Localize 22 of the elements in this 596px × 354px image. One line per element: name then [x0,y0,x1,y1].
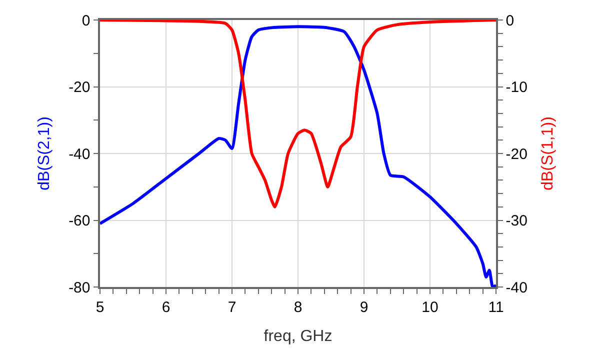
x-tick-label: 11 [488,298,504,316]
x-axis-title: freq, GHz [264,328,332,345]
y2-tick-label: -10 [506,79,528,96]
y-tick-label: -80 [68,279,90,296]
line-series [100,20,496,208]
line-series [100,25,496,287]
y2-tick-label: -30 [506,212,528,230]
y-tick-label: 0 [82,12,90,30]
y-tick-label: -20 [68,79,90,96]
x-tick-label: 8 [294,298,302,316]
y-axis-title: dB(S(2,1)) [36,116,53,190]
y-tick-label: -60 [68,212,90,230]
y2-axis-title: dB(S(1,1)) [540,116,557,190]
x-tick-label: 6 [162,298,170,316]
x-tick-label: 9 [360,298,368,316]
y2-tick-label: 0 [506,12,514,30]
x-tick-label: 5 [96,298,104,316]
y2-tick-label: -40 [506,279,528,296]
x-tick-label: 7 [228,298,236,316]
y-tick-label: -40 [68,146,90,163]
y2-tick-label: -20 [506,146,528,163]
x-tick-label: 10 [422,298,438,316]
